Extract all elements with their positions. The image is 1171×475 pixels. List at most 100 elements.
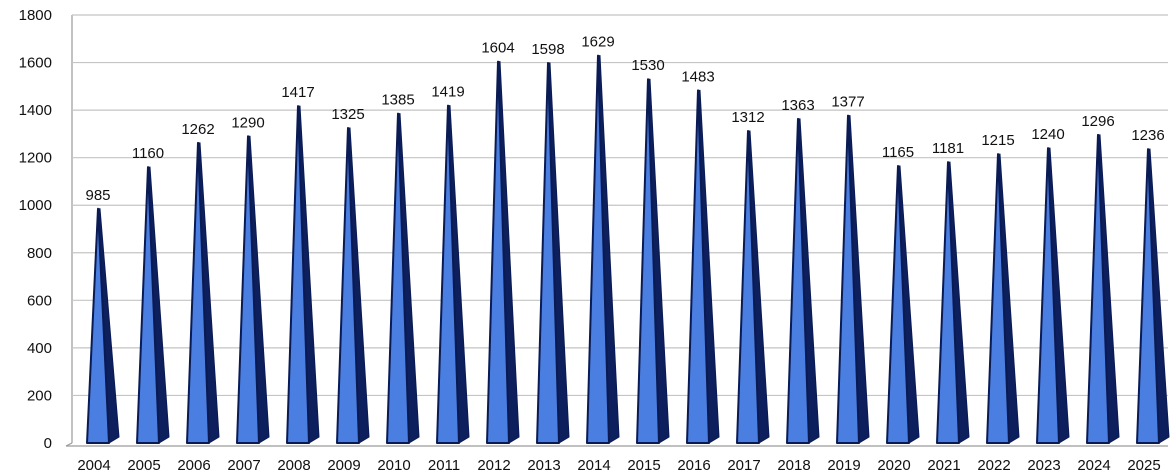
data-label: 1483 [681,68,714,85]
bar [936,161,970,444]
bar [336,126,370,444]
data-label: 1160 [132,145,164,162]
x-tick-label: 2006 [177,457,210,474]
x-tick-label: 2013 [527,457,560,474]
data-label: 1419 [431,84,464,101]
bar-face [736,130,760,444]
x-tick-label: 2008 [277,457,310,474]
bar-face [936,161,960,444]
bar-face [786,117,810,444]
bar-face [286,105,310,444]
bar-face [1086,133,1110,444]
y-tick-label: 800 [27,245,52,262]
data-label: 1598 [531,41,564,58]
x-tick-label: 2017 [727,457,760,474]
y-tick-label: 600 [27,292,52,309]
bar [86,207,120,444]
data-label: 1377 [831,94,864,111]
bar-face [686,89,710,444]
bar-face [436,104,460,444]
data-label: 1604 [481,40,514,57]
bar-face [386,112,410,444]
bar-face [236,135,260,444]
x-tick-label: 2022 [977,457,1010,474]
data-label: 1290 [231,114,264,131]
data-labels: 985 1160 1262 1290 1417 1325 1385 1419 1604 1598 1… [85,34,1164,204]
x-tick-label: 2016 [677,457,710,474]
x-tick-label: 2011 [428,457,460,474]
data-label: 1530 [631,57,664,74]
y-tick-label: 1200 [19,150,52,167]
bar [436,104,470,444]
bar [736,130,770,444]
bar [186,141,220,444]
bar [486,60,520,444]
x-tick-label: 2025 [1127,457,1160,474]
x-tick-label: 2010 [377,457,410,474]
data-label: 1629 [581,34,614,51]
bars [86,54,1170,444]
bar [236,135,270,444]
x-tick-label: 2018 [777,457,810,474]
bar [1136,148,1170,444]
bar-face [1136,148,1160,444]
bar [986,153,1020,444]
bar [1036,147,1070,444]
bar-face [586,54,610,444]
data-label: 1385 [381,92,414,109]
bar [836,114,870,444]
x-tick-label: 2019 [827,457,860,474]
bar [586,54,620,444]
y-tick-label: 400 [27,340,52,357]
y-tick-label: 0 [44,435,52,452]
x-tick-label: 2004 [77,457,110,474]
bar [536,62,570,444]
data-label: 1181 [932,140,964,157]
x-tick-label: 2014 [577,457,610,474]
bar [886,164,920,444]
x-tick-label: 2007 [227,457,260,474]
bar [286,105,320,444]
x-tick-label: 2021 [927,457,960,474]
x-axis-tick-labels: 2004 2005 2006 2007 2008 2009 2010 2011 2012 2013… [77,457,1160,474]
bar-face [336,126,360,444]
bar-face [636,78,660,444]
bar-face [486,60,510,444]
data-label: 1236 [1131,127,1164,144]
bar-face [86,207,110,444]
data-label: 1363 [781,97,814,114]
x-tick-label: 2024 [1077,457,1110,474]
bar [636,78,670,444]
data-label: 1240 [1031,126,1064,143]
data-label: 1417 [281,84,314,101]
y-tick-label: 1800 [19,7,52,24]
y-tick-label: 1600 [19,55,52,72]
x-tick-label: 2020 [877,457,910,474]
x-tick-label: 2012 [477,457,510,474]
bar-face [136,166,160,444]
data-label: 1262 [181,121,214,138]
x-tick-label: 2023 [1027,457,1060,474]
y-tick-label: 200 [27,387,52,404]
x-tick-label: 2005 [127,457,160,474]
y-axis-tick-labels: 0 200 400 600 800 1000 1200 1400 1600 1800 [19,7,52,452]
bar-face [1036,147,1060,444]
data-label: 1165 [882,144,914,161]
bar-face [986,153,1010,444]
bar [386,112,420,444]
data-label: 1325 [331,106,364,123]
bar [136,166,170,444]
bar-face [186,141,210,444]
y-tick-label: 1400 [19,102,52,119]
y-tick-label: 1000 [19,197,52,214]
bar-face [886,164,910,444]
bar [1086,133,1120,444]
data-label: 985 [85,187,110,204]
bar-face [536,62,560,444]
x-tick-label: 2015 [627,457,660,474]
data-label: 1296 [1081,113,1114,130]
bar [686,89,720,444]
data-label: 1312 [731,109,764,126]
bar-face [836,114,860,444]
